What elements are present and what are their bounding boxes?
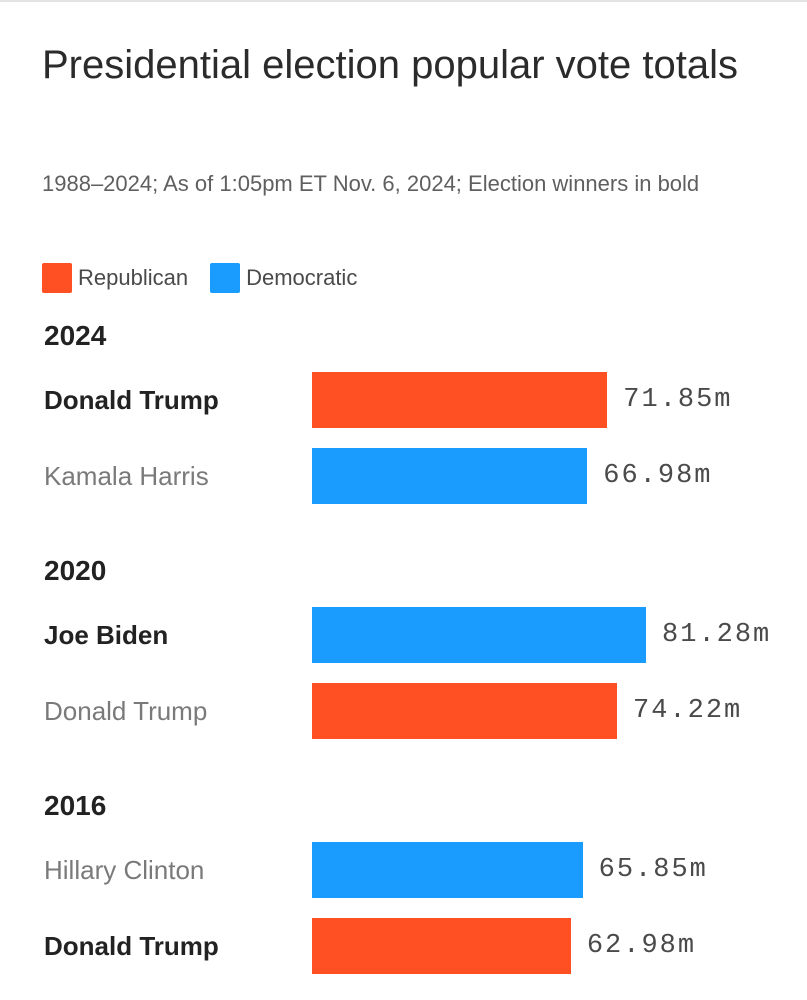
chart-title: Presidential election popular vote total… [42, 43, 738, 87]
bar-republican [312, 683, 618, 739]
candidate-label: Donald Trump [44, 696, 208, 726]
candidate-label: Donald Trump [44, 385, 219, 415]
year-label: 2020 [44, 555, 107, 586]
legend-swatch-republican [42, 263, 72, 293]
legend-item-democratic: Democratic [210, 263, 357, 293]
chart-subtitle: 1988–2024; As of 1:05pm ET Nov. 6, 2024;… [42, 171, 700, 196]
bar-republican [312, 372, 608, 428]
candidate-label: Donald Trump [44, 931, 219, 961]
value-label: 81.28m [662, 620, 772, 650]
year-label: 2024 [44, 320, 107, 351]
value-label: 71.85m [623, 385, 733, 415]
bar-republican [312, 918, 571, 974]
bar-democratic [312, 842, 583, 898]
bar-democratic [312, 448, 588, 504]
legend: Republican Democratic [42, 262, 379, 294]
candidate-label: Hillary Clinton [44, 855, 205, 885]
candidate-label: Kamala Harris [44, 461, 209, 491]
top-divider [0, 0, 807, 2]
bar-democratic [312, 607, 647, 663]
value-label: 74.22m [633, 696, 743, 726]
value-label: 62.98m [586, 931, 697, 961]
value-label: 66.98m [603, 461, 713, 491]
legend-label-democratic: Democratic [246, 265, 358, 290]
year-label: 2016 [44, 790, 107, 821]
candidate-label: Joe Biden [44, 620, 169, 650]
legend-label-republican: Republican [78, 265, 189, 290]
legend-swatch-democratic [210, 263, 241, 293]
legend-item-republican: Republican [42, 263, 188, 293]
value-label: 65.85m [598, 855, 708, 885]
